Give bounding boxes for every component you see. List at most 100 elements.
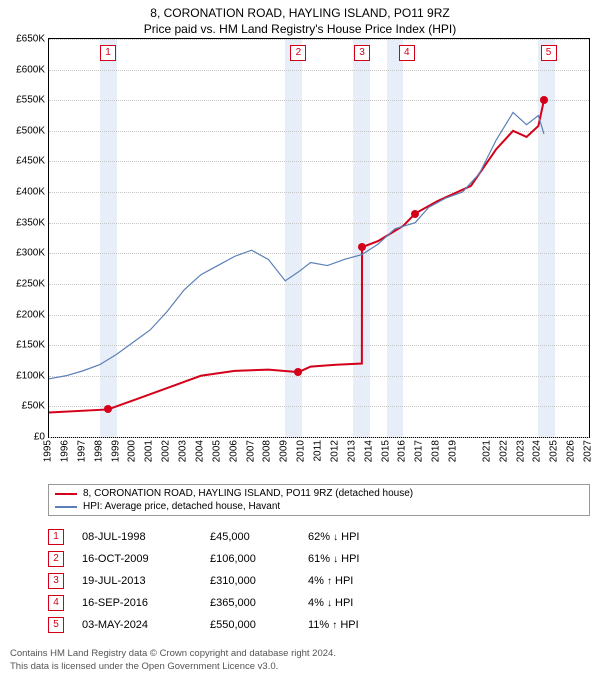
y-tick-label: £100K: [16, 370, 45, 381]
data-point: [540, 96, 548, 104]
x-axis-labels: 1995199619971998199920002001200220032004…: [48, 438, 590, 476]
data-point: [294, 368, 302, 376]
x-tick-label: 2007: [245, 440, 256, 462]
tx-price: £45,000: [210, 531, 290, 543]
y-tick-label: £50K: [22, 401, 45, 412]
tx-diff: 62% ↓ HPI: [308, 531, 359, 543]
arrow-up-icon: ↑: [327, 576, 332, 587]
x-tick-label: 2012: [329, 440, 340, 462]
x-tick-label: 2023: [515, 440, 526, 462]
tx-price: £310,000: [210, 575, 290, 587]
tx-date: 08-JUL-1998: [82, 531, 192, 543]
x-tick-label: 2026: [566, 440, 577, 462]
arrow-up-icon: ↑: [332, 620, 337, 631]
series-hpi: [49, 112, 544, 378]
chart-title: 8, CORONATION ROAD, HAYLING ISLAND, PO11…: [0, 0, 600, 38]
y-tick-label: £450K: [16, 156, 45, 167]
legend-swatch: [55, 506, 77, 508]
transaction-row: 5 03-MAY-2024 £550,000 11% ↑ HPI: [48, 614, 590, 636]
x-tick-label: 2004: [194, 440, 205, 462]
x-tick-label: 2019: [448, 440, 459, 462]
tx-marker: 3: [48, 573, 64, 589]
y-tick-label: £250K: [16, 278, 45, 289]
tx-price: £106,000: [210, 553, 290, 565]
x-tick-label: 1997: [76, 440, 87, 462]
x-tick-label: 2025: [549, 440, 560, 462]
y-tick-label: £200K: [16, 309, 45, 320]
arrow-down-icon: ↓: [327, 598, 332, 609]
arrow-down-icon: ↓: [333, 532, 338, 543]
x-tick-label: 1996: [59, 440, 70, 462]
chart-svg: [49, 39, 589, 437]
x-tick-label: 2010: [296, 440, 307, 462]
x-tick-label: 2008: [262, 440, 273, 462]
x-tick-label: 2011: [313, 440, 324, 462]
x-tick-label: 1998: [93, 440, 104, 462]
transaction-row: 216-OCT-2009£106,00061% ↓ HPI: [48, 548, 590, 570]
tx-marker: 1: [48, 529, 64, 545]
data-point: [358, 243, 366, 251]
series-property: [49, 100, 544, 412]
legend-item: 8, CORONATION ROAD, HAYLING ISLAND, PO11…: [55, 487, 583, 500]
x-tick-label: 2015: [380, 440, 391, 462]
x-tick-label: 2021: [481, 440, 492, 462]
y-tick-label: £600K: [16, 64, 45, 75]
footer: Contains HM Land Registry data © Crown c…: [10, 648, 590, 674]
tx-diff: 4% ↓ HPI: [308, 597, 353, 609]
chart-marker: 3: [354, 45, 370, 61]
tx-date: 16-OCT-2009: [82, 553, 192, 565]
tx-price: £365,000: [210, 597, 290, 609]
tx-marker: 4: [48, 595, 64, 611]
x-tick-label: 2005: [211, 440, 222, 462]
tx-diff: 11% ↑ HPI: [308, 619, 359, 631]
x-tick-label: 2018: [431, 440, 442, 462]
tx-marker: 5: [48, 617, 64, 633]
y-tick-label: £400K: [16, 187, 45, 198]
chart-marker: 2: [290, 45, 306, 61]
footer-line-2: This data is licensed under the Open Gov…: [10, 661, 590, 674]
x-tick-label: 2006: [228, 440, 239, 462]
chart-marker: 4: [399, 45, 415, 61]
legend: 8, CORONATION ROAD, HAYLING ISLAND, PO11…: [48, 484, 590, 516]
tx-date: 19-JUL-2013: [82, 575, 192, 587]
title-line-1: 8, CORONATION ROAD, HAYLING ISLAND, PO11…: [0, 6, 600, 20]
y-tick-label: £300K: [16, 248, 45, 259]
x-tick-label: 2003: [178, 440, 189, 462]
plot-area: £0£50K£100K£150K£200K£250K£300K£350K£400…: [48, 38, 590, 438]
x-tick-label: 2016: [397, 440, 408, 462]
y-tick-label: £650K: [16, 34, 45, 45]
y-tick-label: £350K: [16, 217, 45, 228]
transaction-row: 4 16-SEP-2016 £365,000 4% ↓ HPI: [48, 592, 590, 614]
tx-date: 03-MAY-2024: [82, 619, 192, 631]
x-tick-label: 2000: [127, 440, 138, 462]
transactions-table: 108-JUL-1998£45,00062% ↓ HPI216-OCT-2009…: [48, 526, 590, 636]
legend-label: 8, CORONATION ROAD, HAYLING ISLAND, PO11…: [83, 488, 413, 499]
x-tick-label: 2022: [498, 440, 509, 462]
x-tick-label: 2024: [532, 440, 543, 462]
arrow-down-icon: ↓: [333, 554, 338, 565]
x-tick-label: 2017: [414, 440, 425, 462]
x-tick-label: 2013: [346, 440, 357, 462]
x-tick-label: 1999: [110, 440, 121, 462]
x-tick-label: 2002: [161, 440, 172, 462]
y-tick-label: £150K: [16, 340, 45, 351]
transaction-row: 1 08-JUL-1998 £45,000 62% ↓ HPI: [48, 526, 590, 548]
x-tick-label: 2009: [279, 440, 290, 462]
x-tick-label: 2027: [583, 440, 594, 462]
legend-swatch: [55, 493, 77, 495]
legend-item: HPI: Average price, detached house, Hava…: [55, 500, 583, 513]
x-tick-label: 1995: [43, 440, 54, 462]
y-tick-label: £550K: [16, 95, 45, 106]
data-point: [104, 405, 112, 413]
x-tick-label: 2014: [363, 440, 374, 462]
transaction-row: 3 19-JUL-2013 £310,000 4% ↑ HPI: [48, 570, 590, 592]
chart-marker: 1: [100, 45, 116, 61]
y-tick-label: £500K: [16, 125, 45, 136]
tx-diff: 4% ↑ HPI: [308, 575, 353, 587]
tx-date: 16-SEP-2016: [82, 597, 192, 609]
tx-price: £550,000: [210, 619, 290, 631]
x-tick-label: 2001: [144, 440, 155, 462]
data-point: [411, 210, 419, 218]
title-line-2: Price paid vs. HM Land Registry's House …: [0, 22, 600, 36]
chart-marker: 5: [541, 45, 557, 61]
